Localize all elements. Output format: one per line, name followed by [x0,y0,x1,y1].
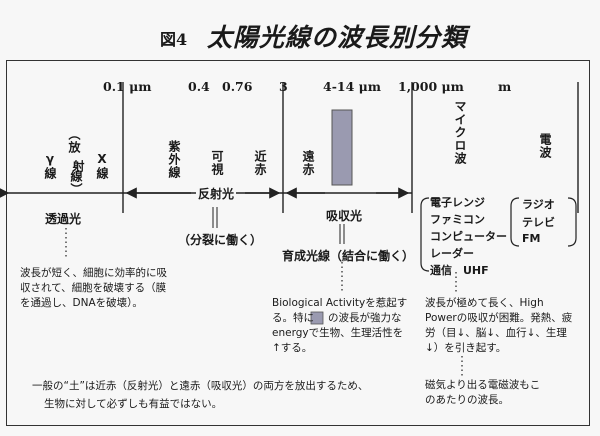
microwave-item-1: 電子レンジ [430,196,485,209]
label-absorbed: 吸収光 [326,209,363,223]
radio-bracket-left [510,197,520,247]
tick-3: 3 [279,79,288,94]
band-radio: 電波 [538,133,552,159]
band-visible: 可視 [210,150,224,176]
band-xray: X線 [95,152,109,180]
band-microwave: マイクロ波 [453,100,467,165]
tick-0-4: 0.4 [188,79,210,94]
label-reflected: 反射光 [196,185,237,202]
band-near-ir: 近赤 [253,150,267,176]
figure-title: 太陽光線の波長別分類 [207,23,468,52]
microwave-item-3: コンピューター [430,230,507,243]
footer-note-line-1: 一般の“土”は近赤（反射光）と遠赤（吸収光）の両方を放出するため、 [32,380,369,392]
label-growth-light: 育成光線（結合に働く） [282,249,415,263]
band-radiation-close: 線） [69,170,83,196]
microwave-item-5: 通信 UHF [430,264,489,277]
microwave-item-2: ファミコン [430,213,485,226]
microwave-item-4: レーダー [430,247,474,260]
microwave-bracket [420,197,430,272]
band-gamma: γ線 [43,152,57,180]
note-transmitted: 波長が短く、細胞に効率的に吸収されて、細胞を破壊する（膜を通過し、DNAを破壊）… [20,267,167,309]
label-transmitted: 透過光 [45,212,82,226]
note-radio: 磁気より出る電磁波もこのあたりの波長。 [425,379,541,406]
radio-item-3: FM [522,232,541,245]
figure-number: 図4 [160,30,188,49]
band-far-ir: 遠赤 [301,150,315,176]
far-ir-highlight-band [331,109,353,186]
band-uv: 紫外線 [167,140,181,179]
note-absorbed: Biological Activityを惹起する。特に の波長が強力なenergy… [272,296,408,356]
radio-item-1: ラジオ [522,198,555,211]
radio-item-2: テレビ [522,216,555,229]
band-radiation-mid: 射 [71,160,85,173]
tick-4-14um: 4-14 μm [323,79,382,94]
band-radiation-open: （放 [67,128,81,154]
footer-note-line-2: 生物に対して必ずしも有益ではない。 [44,398,223,410]
tick-1000um: 1,000 μm [398,79,464,94]
tick-0-76: 0.76 [222,79,253,94]
label-split-action: （分裂に働く） [178,233,263,247]
figure-frame [6,60,590,426]
radio-bracket-right [567,197,577,247]
tick-m: m [498,79,512,94]
note-microwave: 波長が極めて長く、High Powerの吸収が困難。発熱、疲労（目↓、脳↓、血行… [425,297,573,354]
highlight-swatch [310,311,324,325]
note-absorbed-part2: の波長が強力なenergyで生物、生理活性を↑する。 [272,312,404,354]
tick-0-1um: 0.1 μm [103,79,152,94]
note-absorbed-part1: Biological Activityを惹起する。特に [272,297,408,324]
